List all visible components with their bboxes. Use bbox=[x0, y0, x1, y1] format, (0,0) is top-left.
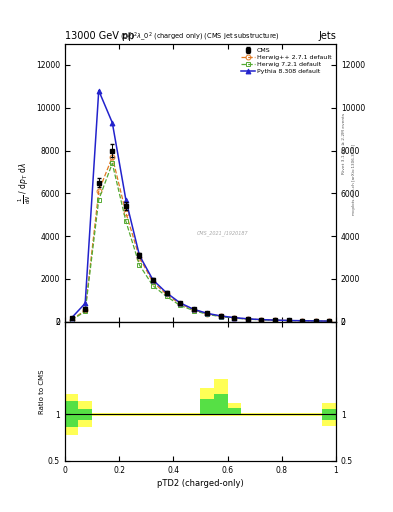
Herwig 7.2.1 default bbox=[259, 317, 264, 323]
Herwig++ 2.7.1 default bbox=[137, 254, 142, 261]
Herwig++ 2.7.1 default bbox=[83, 307, 88, 313]
Herwig 7.2.1 default bbox=[286, 317, 291, 324]
Y-axis label: Ratio to CMS: Ratio to CMS bbox=[39, 369, 45, 414]
Pythia 8.308 default bbox=[313, 318, 318, 324]
Text: Jets: Jets bbox=[318, 31, 336, 41]
Pythia 8.308 default bbox=[273, 317, 277, 323]
Line: Herwig 7.2.1 default: Herwig 7.2.1 default bbox=[69, 161, 332, 324]
X-axis label: pTD2 (charged-only): pTD2 (charged-only) bbox=[157, 479, 244, 488]
Herwig++ 2.7.1 default bbox=[232, 315, 237, 321]
Text: Rivet 3.1.10, ≥ 2.2M events: Rivet 3.1.10, ≥ 2.2M events bbox=[342, 113, 346, 174]
Herwig++ 2.7.1 default bbox=[259, 316, 264, 323]
Pythia 8.308 default bbox=[286, 317, 291, 324]
Herwig++ 2.7.1 default bbox=[286, 317, 291, 324]
Herwig 7.2.1 default bbox=[191, 308, 196, 314]
Herwig 7.2.1 default bbox=[69, 317, 74, 323]
Text: 13000 GeV pp: 13000 GeV pp bbox=[65, 31, 134, 41]
Herwig 7.2.1 default bbox=[327, 318, 332, 324]
Herwig++ 2.7.1 default bbox=[273, 317, 277, 323]
Pythia 8.308 default bbox=[110, 120, 115, 126]
Herwig 7.2.1 default bbox=[96, 197, 101, 203]
Herwig++ 2.7.1 default bbox=[300, 317, 305, 324]
Herwig++ 2.7.1 default bbox=[110, 154, 115, 160]
Pythia 8.308 default bbox=[123, 197, 128, 203]
Line: Herwig++ 2.7.1 default: Herwig++ 2.7.1 default bbox=[69, 155, 332, 324]
Text: CMS_2021_I1920187: CMS_2021_I1920187 bbox=[196, 230, 248, 236]
Herwig++ 2.7.1 default bbox=[205, 311, 209, 317]
Herwig 7.2.1 default bbox=[164, 293, 169, 300]
Pythia 8.308 default bbox=[246, 316, 250, 322]
Herwig 7.2.1 default bbox=[246, 316, 250, 322]
Herwig++ 2.7.1 default bbox=[164, 291, 169, 297]
Pythia 8.308 default bbox=[83, 300, 88, 306]
Herwig 7.2.1 default bbox=[219, 314, 223, 320]
Herwig++ 2.7.1 default bbox=[313, 318, 318, 324]
Herwig 7.2.1 default bbox=[232, 315, 237, 321]
Herwig++ 2.7.1 default bbox=[151, 279, 155, 285]
Pythia 8.308 default bbox=[259, 316, 264, 323]
Herwig 7.2.1 default bbox=[205, 311, 209, 317]
Herwig 7.2.1 default bbox=[137, 262, 142, 268]
Pythia 8.308 default bbox=[151, 277, 155, 283]
Pythia 8.308 default bbox=[205, 310, 209, 316]
Herwig++ 2.7.1 default bbox=[178, 301, 182, 307]
Pythia 8.308 default bbox=[137, 252, 142, 259]
Pythia 8.308 default bbox=[327, 318, 332, 324]
Pythia 8.308 default bbox=[232, 314, 237, 321]
Herwig++ 2.7.1 default bbox=[191, 307, 196, 313]
Pythia 8.308 default bbox=[219, 313, 223, 319]
Pythia 8.308 default bbox=[164, 290, 169, 296]
Legend: CMS, Herwig++ 2.7.1 default, Herwig 7.2.1 default, Pythia 8.308 default: CMS, Herwig++ 2.7.1 default, Herwig 7.2.… bbox=[239, 47, 333, 75]
Herwig 7.2.1 default bbox=[300, 318, 305, 324]
Herwig++ 2.7.1 default bbox=[219, 313, 223, 319]
Herwig++ 2.7.1 default bbox=[96, 188, 101, 194]
Herwig++ 2.7.1 default bbox=[123, 209, 128, 216]
Herwig 7.2.1 default bbox=[313, 318, 318, 324]
Y-axis label: $\frac{1}{\mathrm{d}N}$ / $\mathrm{d}p_T$ $\mathrm{d}\lambda$: $\frac{1}{\mathrm{d}N}$ / $\mathrm{d}p_T… bbox=[17, 162, 33, 204]
Herwig++ 2.7.1 default bbox=[69, 316, 74, 323]
Herwig 7.2.1 default bbox=[123, 218, 128, 224]
Title: $(p_T^D)^2\lambda\_0^2$ (charged only) (CMS jet substructure): $(p_T^D)^2\lambda\_0^2$ (charged only) (… bbox=[121, 30, 280, 44]
Herwig 7.2.1 default bbox=[151, 283, 155, 289]
Herwig++ 2.7.1 default bbox=[327, 318, 332, 324]
Herwig 7.2.1 default bbox=[110, 160, 115, 166]
Line: Pythia 8.308 default: Pythia 8.308 default bbox=[69, 88, 332, 324]
Herwig++ 2.7.1 default bbox=[246, 316, 250, 322]
Pythia 8.308 default bbox=[178, 300, 182, 306]
Herwig 7.2.1 default bbox=[178, 303, 182, 309]
Pythia 8.308 default bbox=[96, 88, 101, 94]
Pythia 8.308 default bbox=[191, 306, 196, 312]
Pythia 8.308 default bbox=[69, 315, 74, 321]
Text: mcplots.cern.ch [arXiv:1306.3436]: mcplots.cern.ch [arXiv:1306.3436] bbox=[352, 144, 356, 215]
Pythia 8.308 default bbox=[300, 317, 305, 324]
Herwig 7.2.1 default bbox=[273, 317, 277, 323]
Herwig 7.2.1 default bbox=[83, 308, 88, 314]
